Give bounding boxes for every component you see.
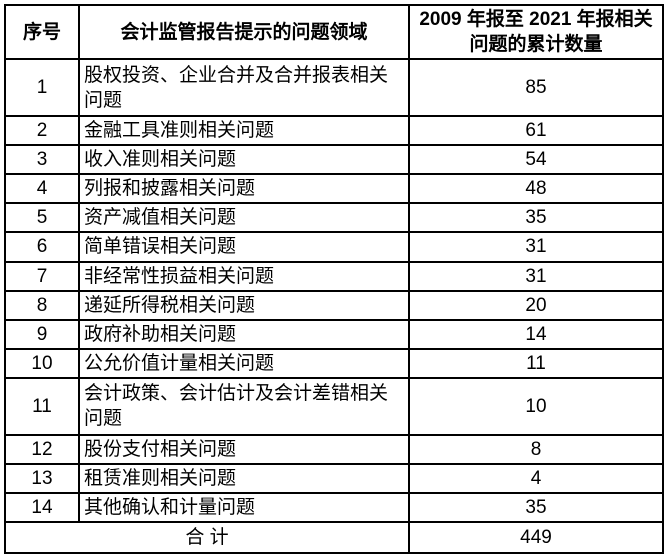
row-number: 9: [4, 318, 80, 350]
row-number: 4: [4, 173, 80, 205]
row-number: 12: [4, 433, 80, 465]
issue-count: 31: [408, 260, 664, 292]
table-row: 9 政府补助相关问题 14: [4, 318, 664, 350]
issue-area: 股份支付相关问题: [78, 433, 410, 465]
table-row: 12 股份支付相关问题 8: [4, 433, 664, 465]
table-row: 1 股权投资、企业合并及合并报表相关问题 85: [4, 58, 664, 118]
table-row: 11 会计政策、会计估计及会计差错相关问题 10: [4, 376, 664, 436]
issue-count: 85: [408, 58, 664, 118]
table-body: 1 股权投资、企业合并及合并报表相关问题 85 2 金融工具准则相关问题 61 …: [4, 58, 664, 524]
issue-count: 54: [408, 144, 664, 176]
row-number: 10: [4, 347, 80, 379]
table-row: 14 其他确认和计量问题 35: [4, 492, 664, 524]
row-number: 8: [4, 289, 80, 321]
table-row: 7 非经常性损益相关问题 31: [4, 260, 664, 292]
issue-count: 31: [408, 231, 664, 263]
table-footer: 合 计 449: [4, 521, 664, 555]
row-number: 13: [4, 462, 80, 495]
issue-area: 简单错误相关问题: [78, 231, 410, 263]
issue-count: 4: [408, 462, 664, 495]
row-number: 1: [4, 58, 80, 118]
row-number: 11: [4, 376, 80, 436]
issue-area: 政府补助相关问题: [78, 318, 410, 350]
table-row: 3 收入准则相关问题 54: [4, 144, 664, 176]
row-number: 5: [4, 202, 80, 234]
table-row: 13 租赁准则相关问题 4: [4, 462, 664, 495]
table-row: 10 公允价值计量相关问题 11: [4, 347, 664, 379]
table-row: 2 金融工具准则相关问题 61: [4, 115, 664, 147]
issue-count: 48: [408, 173, 664, 205]
header-col-area: 会计监管报告提示的问题领域: [78, 3, 410, 61]
issue-area: 股权投资、企业合并及合并报表相关问题: [78, 58, 410, 118]
issue-area: 租赁准则相关问题: [78, 462, 410, 495]
table-row: 4 列报和披露相关问题 48: [4, 173, 664, 205]
issue-area: 递延所得税相关问题: [78, 289, 410, 321]
regulatory-issues-table: 序号 会计监管报告提示的问题领域 2009 年报至 2021 年报相关 问题的累…: [4, 3, 664, 555]
total-row: 合 计 449: [4, 521, 664, 555]
issue-area: 收入准则相关问题: [78, 144, 410, 176]
issue-area: 其他确认和计量问题: [78, 492, 410, 524]
issue-count: 61: [408, 115, 664, 147]
total-label: 合 计: [4, 521, 410, 555]
row-number: 7: [4, 260, 80, 292]
issue-count: 35: [408, 492, 664, 524]
table-row: 6 简单错误相关问题 31: [4, 231, 664, 263]
header-col-count: 2009 年报至 2021 年报相关 问题的累计数量: [408, 3, 664, 61]
issue-area: 资产减值相关问题: [78, 202, 410, 234]
table-row: 8 递延所得税相关问题 20: [4, 289, 664, 321]
header-col-count-line2: 问题的累计数量: [469, 34, 603, 56]
table-row: 5 资产减值相关问题 35: [4, 202, 664, 234]
header-col-no: 序号: [4, 3, 80, 61]
issue-count: 8: [408, 433, 664, 465]
header-col-count-line1: 2009 年报至 2021 年报相关: [419, 9, 653, 30]
row-number: 2: [4, 115, 80, 147]
issue-area: 公允价值计量相关问题: [78, 347, 410, 379]
issue-count: 11: [408, 347, 664, 379]
issue-area: 金融工具准则相关问题: [78, 115, 410, 147]
row-number: 3: [4, 144, 80, 176]
issue-area: 会计政策、会计估计及会计差错相关问题: [78, 376, 410, 436]
header-row: 序号 会计监管报告提示的问题领域 2009 年报至 2021 年报相关 问题的累…: [4, 3, 664, 61]
issue-count: 20: [408, 289, 664, 321]
issue-area: 列报和披露相关问题: [78, 173, 410, 205]
issue-count: 35: [408, 202, 664, 234]
issue-count: 10: [408, 376, 664, 436]
issue-count: 14: [408, 318, 664, 350]
total-value: 449: [408, 521, 664, 555]
row-number: 14: [4, 492, 80, 524]
row-number: 6: [4, 231, 80, 263]
table-header: 序号 会计监管报告提示的问题领域 2009 年报至 2021 年报相关 问题的累…: [4, 3, 664, 61]
issue-area: 非经常性损益相关问题: [78, 260, 410, 292]
